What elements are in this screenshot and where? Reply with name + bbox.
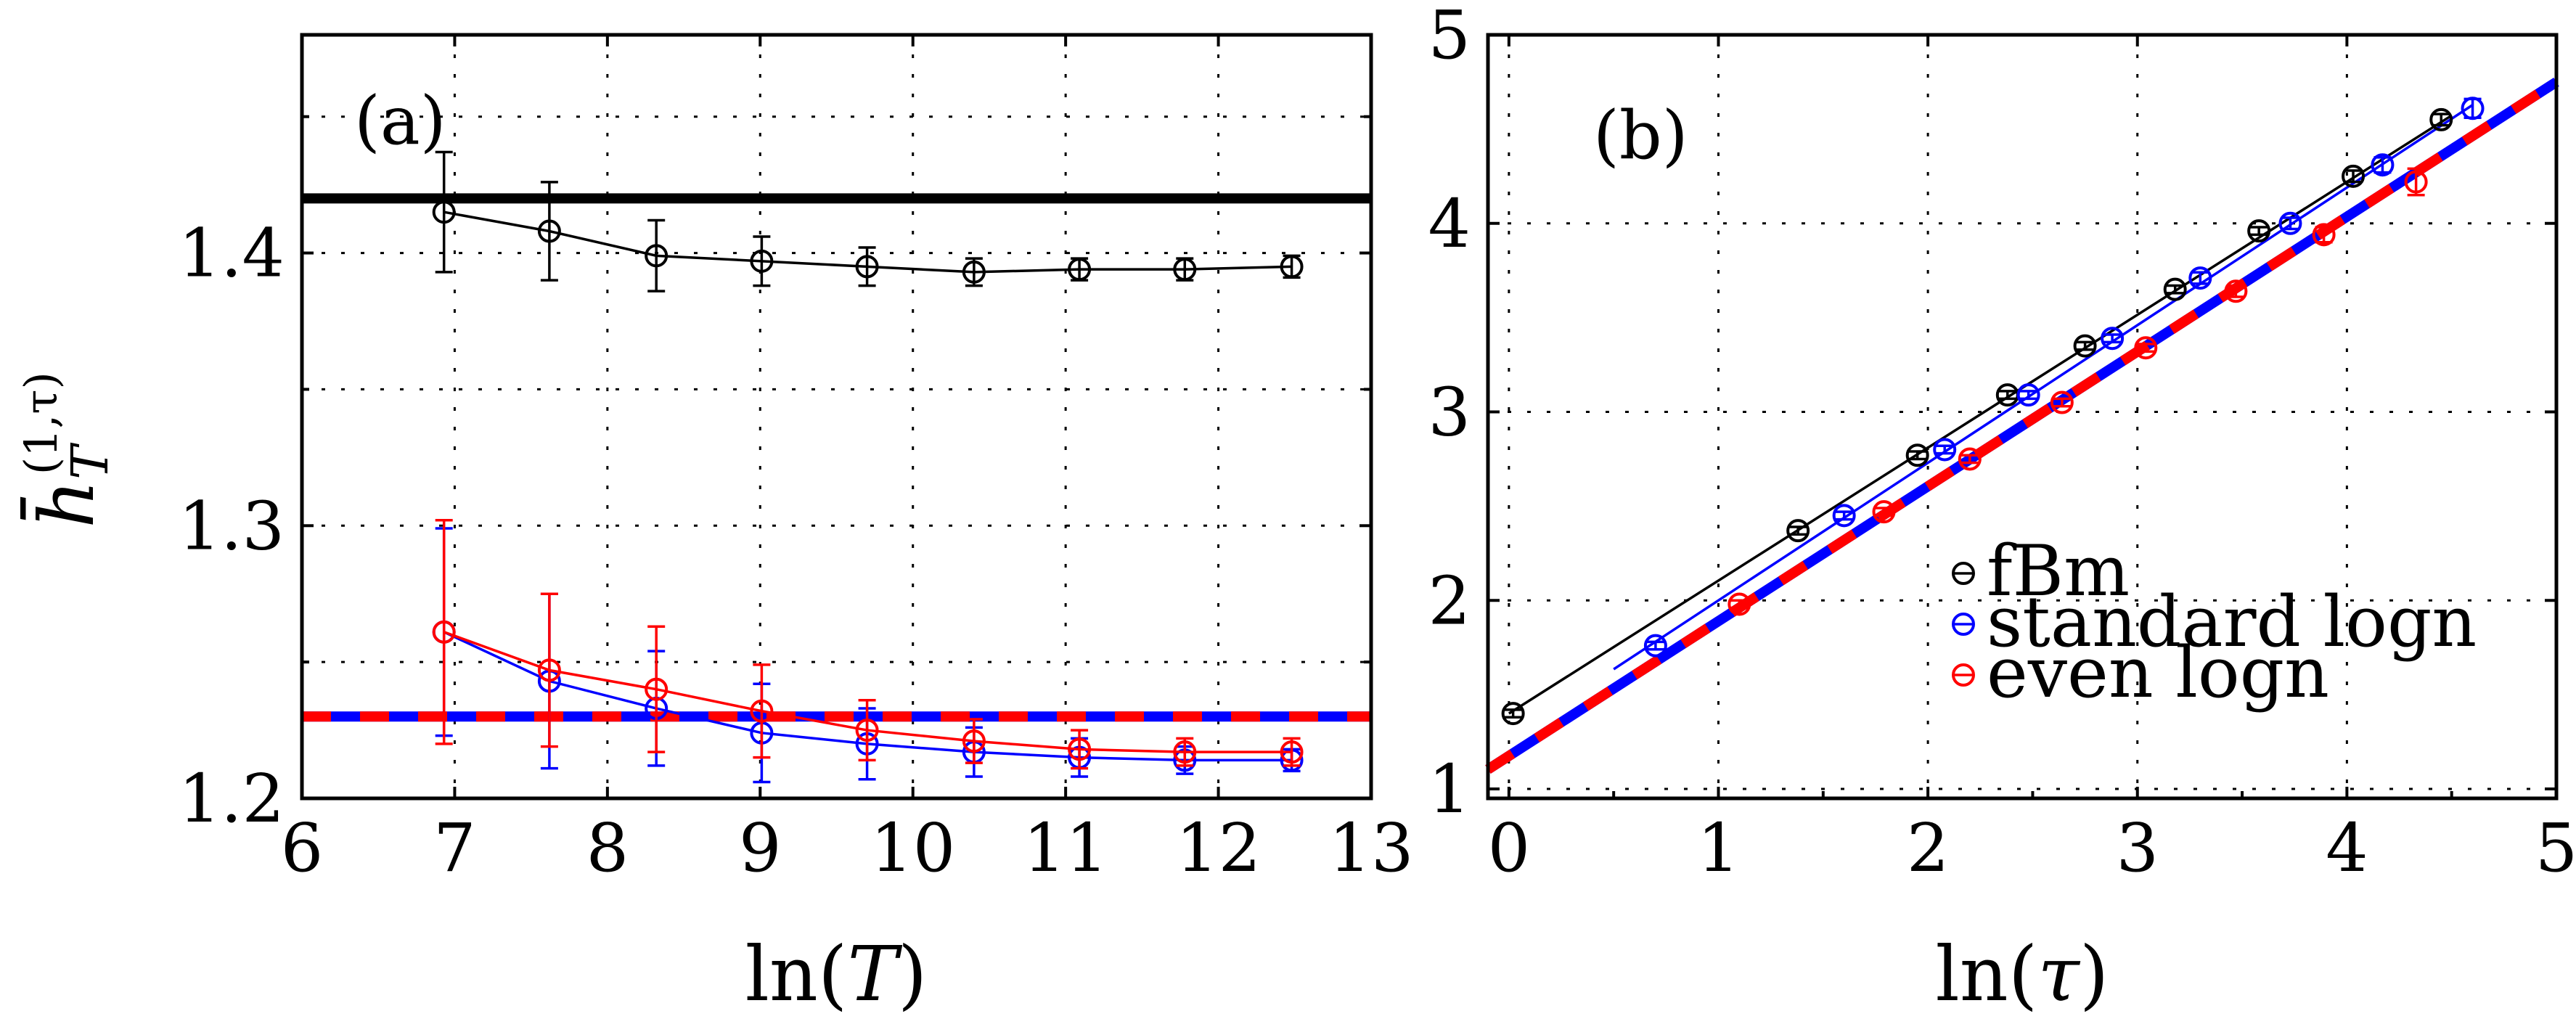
x-tick-label: 3 [2116,809,2159,887]
data-point-standard-logn [2101,327,2125,351]
x-tick-label: 4 [2326,809,2368,887]
data-point-standard-logn [1643,634,1667,658]
data-point-even-logn [1727,592,1751,616]
panel-b-xlabel: ln(τ) [1936,930,2109,1018]
data-point-fbm [2429,107,2453,131]
data-point-even-logn [750,699,774,723]
panel-b-data [1485,78,2559,774]
panel-a-ylabel: h̄T(1,τ) [15,372,120,528]
y-tick-label: 3 [1428,374,1471,451]
data-point-even-logn [1872,500,1896,524]
x-tick-label: 11 [1023,809,1108,887]
data-point-even-logn [1068,737,1092,761]
data-point-even-logn [2404,170,2428,194]
data-point-even-logn [2312,223,2336,247]
data-point-fbm [962,260,986,284]
data-point-fbm [1280,255,1304,279]
x-tick-label: 13 [1328,809,1413,887]
x-tick-label: 6 [281,809,324,887]
data-point-even-logn [855,719,879,742]
x-tick-label: 0 [1488,809,1531,887]
data-point-fbm [1786,519,1810,543]
x-tick-label: 8 [586,809,629,887]
panel-b-frame [1486,33,2559,801]
x-tick-label: 7 [433,809,476,887]
y-tick-label: 1.2 [179,760,285,838]
data-point-even-logn [1280,740,1304,764]
data-point-even-logn [1958,447,1982,471]
data-point-standard-logn [1832,504,1856,528]
x-tick-label: 1 [1697,809,1740,887]
data-point-standard-logn [2278,211,2302,235]
y-tick-label: 4 [1428,185,1471,263]
legend-label: even logn [1987,632,2329,713]
data-point-even-logn [1173,740,1197,764]
y-tick-label: 1.3 [179,487,285,565]
panel-a-xlabel: ln(T) [745,930,928,1018]
fit-line-logn-red [1485,78,2559,774]
data-point-fbm [1905,443,1929,467]
data-point-fbm [1173,258,1197,282]
data-point-standard-logn [2016,383,2040,407]
x-tick-label: 12 [1176,809,1261,887]
data-point-fbm [1068,258,1092,282]
panel-a-frame [300,33,1373,801]
x-tick-label: 10 [870,809,955,887]
data-point-even-logn [537,658,561,682]
panel-a-label: (a) [354,82,446,160]
data-point-fbm [750,249,774,273]
x-tick-label: 9 [739,809,782,887]
panel-a-data [302,150,1371,784]
data-point-even-logn [432,620,456,644]
x-tick-label: 2 [1907,809,1950,887]
data-point-even-logn [2050,390,2074,414]
panel-a: 6 7 8 9 10 11 12 13 1.2 1.3 1.4 (a) ln(T) h̄T(1,τ) [15,33,1414,1018]
data-point-standard-logn [1933,438,1957,462]
x-tick-label: 5 [2535,809,2576,887]
data-point-even-logn [2224,279,2248,303]
data-point-fbm [2163,277,2187,301]
panel-a-grid [302,35,1371,798]
data-point-even-logn [645,677,668,701]
y-tick-label: 5 [1428,0,1471,74]
data-point-fbm [537,219,561,243]
data-point-fbm [645,244,668,268]
y-tick-label: 1 [1428,750,1471,828]
panel-b-grid [1488,35,2556,798]
legend-label: fBm [1987,531,2130,612]
y-tick-label: 2 [1428,562,1471,639]
data-point-standard-logn [2188,266,2212,290]
data-point-fbm [2073,334,2097,358]
data-point-fbm [855,255,879,279]
panel-a-ticks: 6 7 8 9 10 11 12 13 1.2 1.3 1.4 [179,35,1414,887]
data-point-fbm [1501,702,1525,726]
data-point-standard-logn [2371,153,2395,177]
fit-line [1613,104,2474,671]
y-tick-label: 1.4 [179,215,285,292]
panel-b-label: (b) [1593,97,1688,174]
data-point-fbm [2342,164,2366,188]
data-point-fbm [2247,219,2271,243]
data-point-even-logn [2134,336,2158,360]
data-point-even-logn [962,729,986,753]
legend-label: standard logn [1987,581,2477,663]
data-point-fbm [432,200,456,224]
data-point-standard-logn [2461,97,2485,120]
